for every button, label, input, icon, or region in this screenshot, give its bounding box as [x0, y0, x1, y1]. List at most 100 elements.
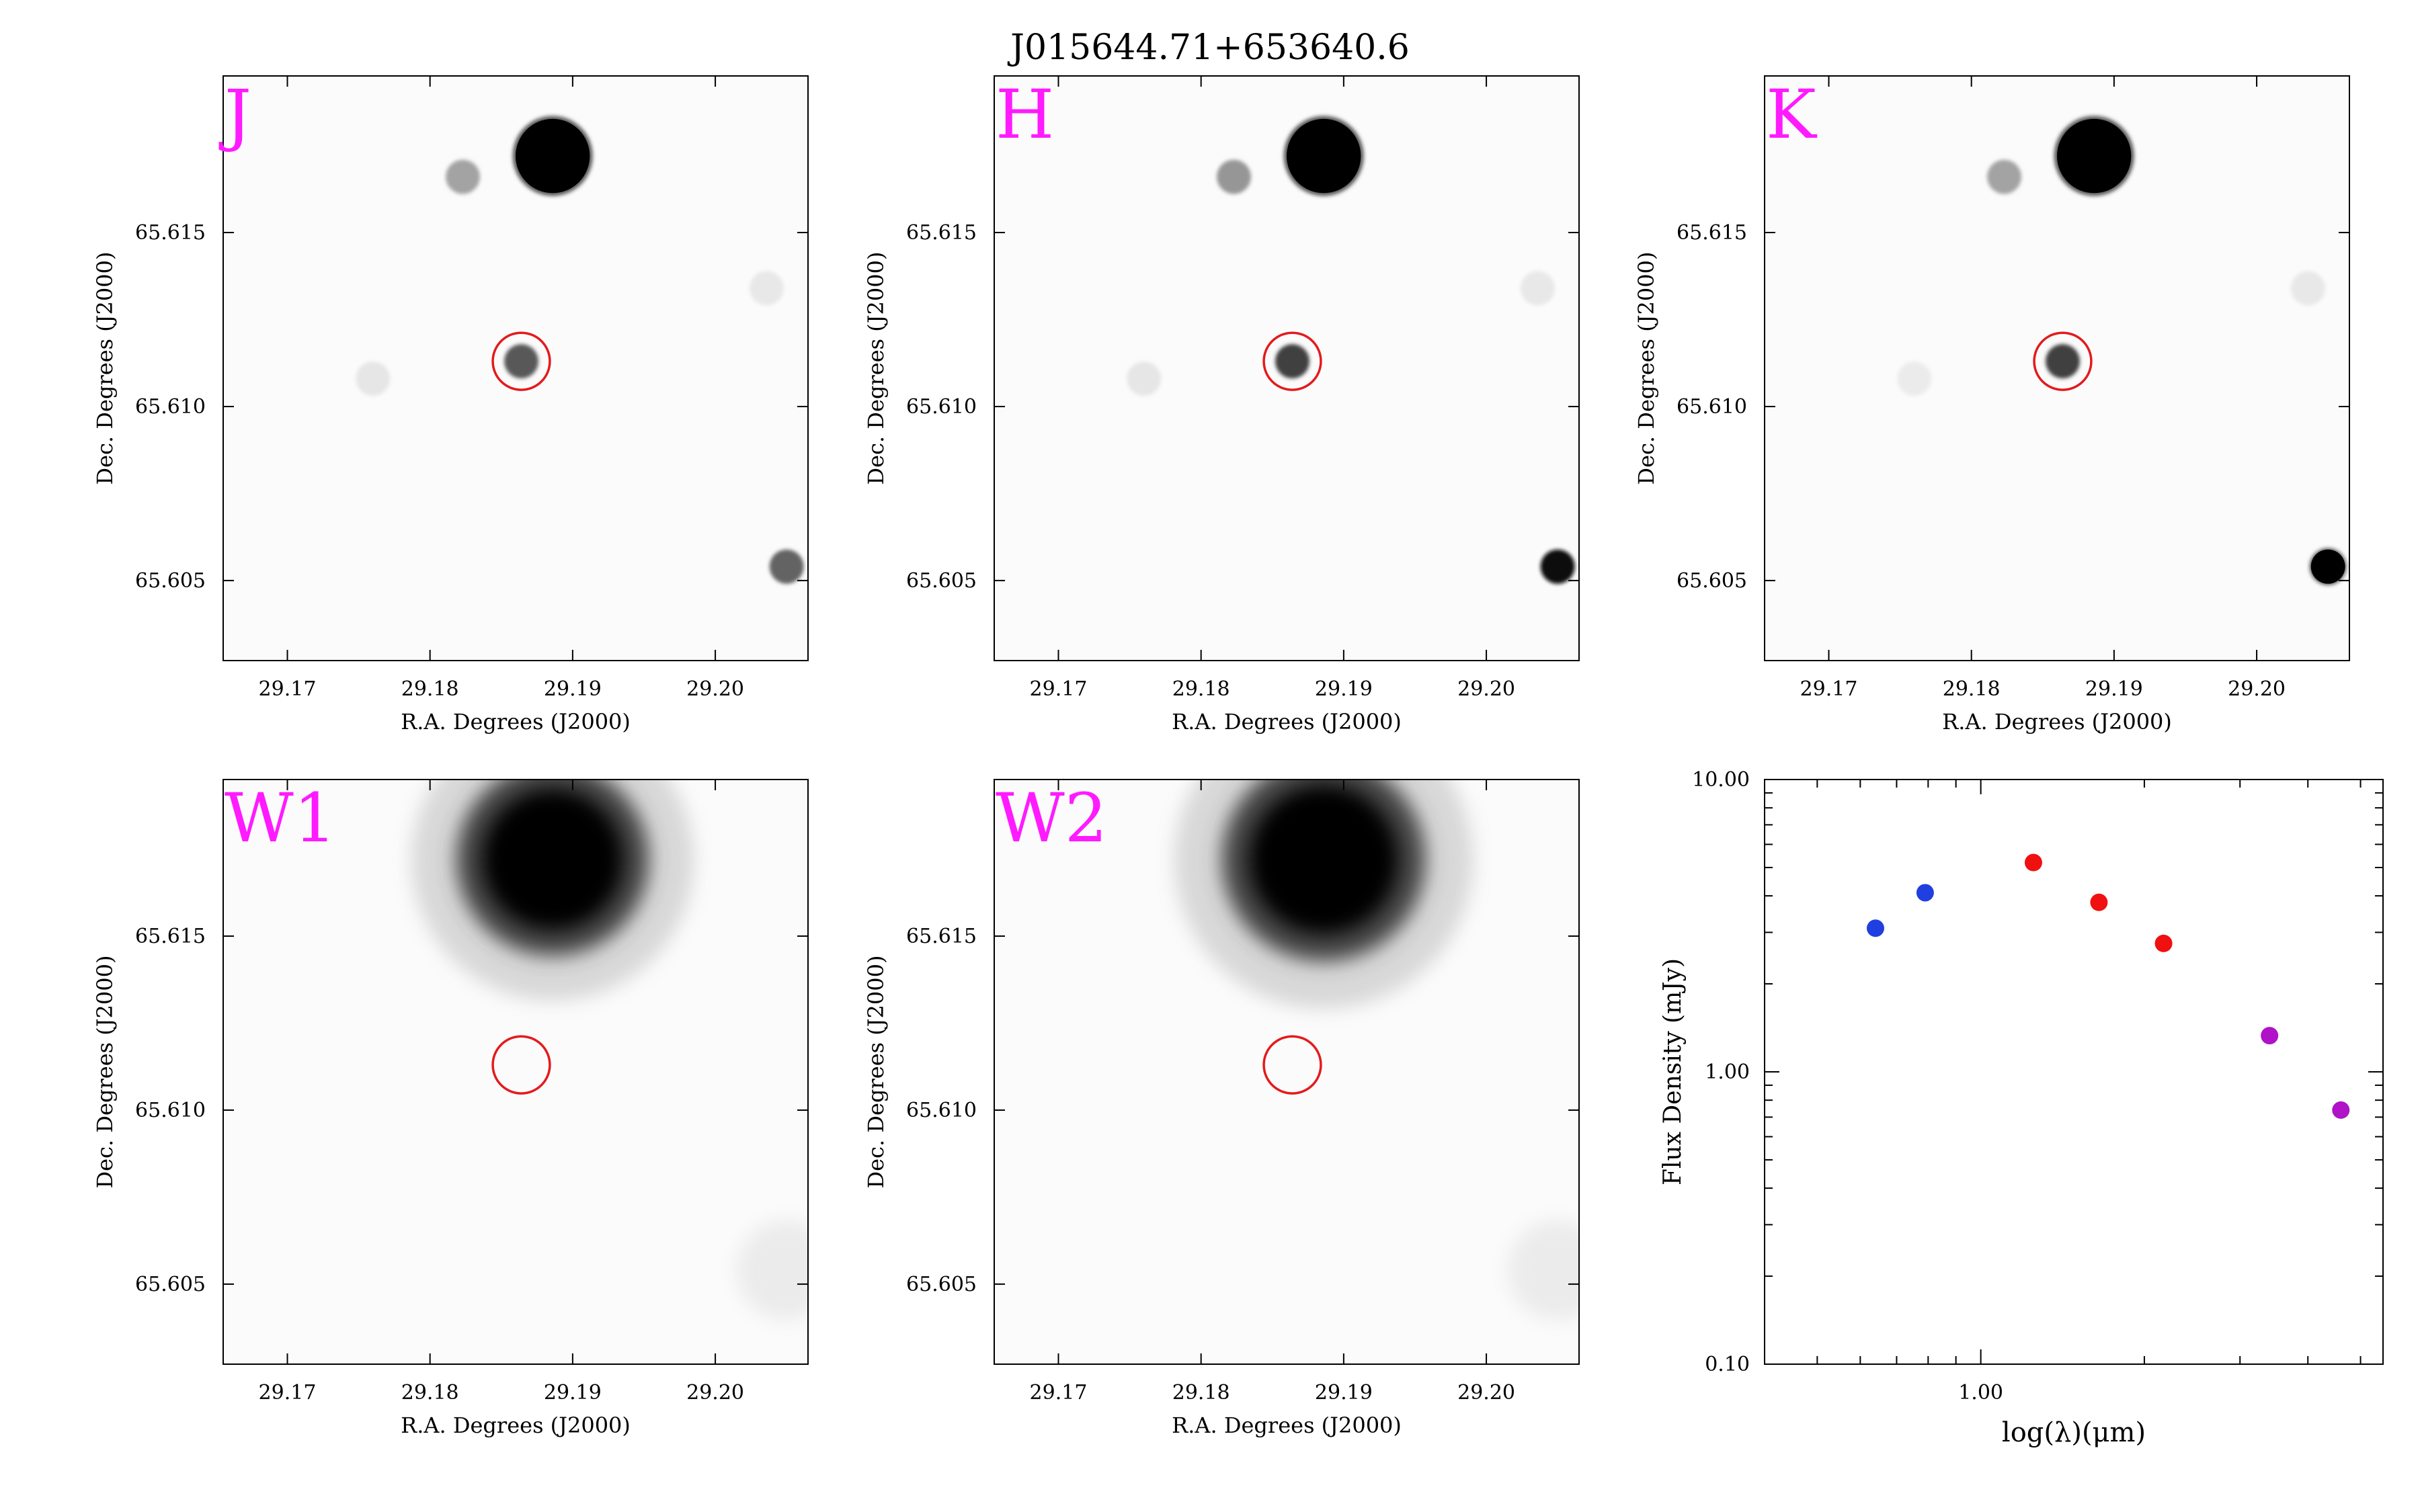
- target-circle: [491, 331, 551, 391]
- source-star: [736, 1220, 808, 1320]
- band-label: W1: [225, 779, 336, 857]
- x-axis-label: R.A. Degrees (J2000): [401, 709, 631, 734]
- y-tick-label: 10.00: [1692, 768, 1750, 792]
- source-star: [2310, 549, 2345, 584]
- source-star: [1127, 362, 1162, 396]
- sed-frame: [1764, 779, 2384, 1365]
- x-axis-label: R.A. Degrees (J2000): [401, 1413, 631, 1438]
- x-tick-label: 29.20: [686, 677, 744, 701]
- y-tick-label: 65.605: [135, 569, 206, 593]
- y-tick-label: 0.10: [1705, 1353, 1750, 1376]
- x-tick-label: 29.19: [2085, 677, 2143, 701]
- y-tick-label: 65.615: [906, 925, 977, 948]
- band-label: J: [218, 75, 251, 154]
- x-tick-label: 29.18: [401, 1381, 459, 1404]
- y-tick-label: 65.610: [906, 395, 977, 419]
- y-axis-label: Dec. Degrees (J2000): [863, 956, 889, 1189]
- y-axis-label: Dec. Degrees (J2000): [92, 252, 118, 485]
- x-tick-label: 29.18: [401, 677, 459, 701]
- target-circle: [1262, 331, 1322, 391]
- target-circle: [2033, 331, 2093, 391]
- source-star: [1897, 362, 1932, 396]
- y-tick-label: 65.605: [135, 1273, 206, 1296]
- source-star: [1507, 1220, 1579, 1320]
- y-axis-label: Dec. Degrees (J2000): [92, 956, 118, 1189]
- image-panel-h: 29.17 29.18 29.19 29.20 65.605 65.610 65.615 R.…: [863, 75, 1580, 734]
- y-tick-label: 65.610: [906, 1099, 977, 1122]
- source-star: [1287, 118, 1361, 194]
- image-panel-k: 29.17 29.18 29.19 29.20 65.605 65.610 65.615 R.…: [1634, 75, 2350, 734]
- panels: 29.17 29.18 29.19 29.20 65.605 65.610 65.615 R.…: [92, 75, 2384, 1448]
- sed-point-6: [2261, 1027, 2279, 1045]
- y-axis-label: Flux Density (mJy): [1659, 958, 1687, 1185]
- x-tick-label: 29.17: [1030, 1381, 1088, 1404]
- y-tick-label: 65.610: [135, 1099, 206, 1122]
- y-tick-label: 65.605: [906, 1273, 977, 1296]
- source-star: [516, 118, 590, 194]
- source-star: [356, 362, 391, 396]
- source-star: [2046, 344, 2080, 379]
- x-tick-label: 29.19: [1315, 1381, 1373, 1404]
- panel-frame: [994, 779, 1580, 1365]
- source-star: [504, 344, 538, 379]
- y-axis-label: Dec. Degrees (J2000): [863, 252, 889, 485]
- panel-frame: [223, 779, 809, 1365]
- x-tick-label: 29.18: [1172, 1381, 1230, 1404]
- source-star: [482, 789, 623, 930]
- y-tick-label: 65.615: [906, 221, 977, 245]
- x-tick-label: 29.20: [1457, 677, 1515, 701]
- sed-point-1: [1866, 919, 1884, 937]
- source-star: [1521, 271, 1555, 306]
- x-tick-label: 29.18: [1172, 677, 1230, 701]
- y-tick-label: 65.610: [1677, 395, 1747, 419]
- x-axis-label: R.A. Degrees (J2000): [1172, 1413, 1402, 1438]
- x-tick-label: 29.20: [686, 1381, 744, 1404]
- band-label: K: [1766, 75, 1818, 154]
- sed-point-2: [1916, 884, 1934, 902]
- sed-point-4: [2090, 893, 2108, 911]
- y-tick-label: 1.00: [1705, 1060, 1750, 1084]
- x-axis-label: R.A. Degrees (J2000): [1172, 709, 1402, 734]
- source-star: [1275, 344, 1309, 379]
- sed-point-5: [2154, 934, 2173, 952]
- x-axis-label: log(λ)(μm): [2002, 1417, 2146, 1448]
- y-tick-label: 65.610: [135, 395, 206, 419]
- image-panel-j: 29.17 29.18 29.19 29.20 65.605 65.610 65.615 R.…: [92, 75, 809, 734]
- x-tick-label: 29.17: [1800, 677, 1858, 701]
- x-tick-label: 29.19: [544, 1381, 602, 1404]
- target-circle: [1262, 1035, 1322, 1095]
- x-tick-label: 29.17: [259, 677, 317, 701]
- x-tick-label: 29.18: [1943, 677, 2001, 701]
- source-star: [750, 271, 784, 306]
- band-label: W2: [996, 779, 1107, 857]
- y-tick-label: 65.605: [906, 569, 977, 593]
- panel-frame: [1764, 75, 2350, 661]
- sed-panel: 0.10 1.00 10.00 1.00 log(λ)(μm) Flux Density …: [1659, 768, 2384, 1448]
- source-star: [1217, 159, 1251, 194]
- target-circle: [491, 1035, 551, 1095]
- image-panel-w2: 29.17 29.18 29.19 29.20 65.605 65.610 65.615 R.…: [863, 779, 1580, 1438]
- x-tick-label: 29.17: [259, 1381, 317, 1404]
- source-star: [1987, 159, 2021, 194]
- y-tick-label: 65.605: [1677, 569, 1747, 593]
- image-panel-w1: 29.17 29.18 29.19 29.20 65.605 65.610 65.615 R.…: [92, 779, 809, 1438]
- source-star: [2057, 118, 2132, 194]
- x-tick-label: 29.19: [544, 677, 602, 701]
- source-star: [446, 159, 480, 194]
- y-tick-label: 65.615: [1677, 221, 1747, 245]
- source-star: [769, 549, 804, 584]
- x-tick-label: 29.20: [2228, 677, 2286, 701]
- x-tick-label: 29.20: [1457, 1381, 1515, 1404]
- sed-point-3: [2024, 853, 2042, 872]
- figure-title: J015644.71+653640.6: [1007, 28, 1410, 68]
- x-tick-label: 29.17: [1030, 677, 1088, 701]
- panel-frame: [223, 75, 809, 661]
- source-star: [2291, 271, 2325, 306]
- x-tick-label: 29.19: [1315, 677, 1373, 701]
- x-axis-label: R.A. Degrees (J2000): [1942, 709, 2172, 734]
- source-star: [1540, 549, 1575, 584]
- x-tick-label: 1.00: [1958, 1381, 2003, 1404]
- source-star: [1249, 785, 1399, 934]
- band-label: H: [996, 75, 1054, 154]
